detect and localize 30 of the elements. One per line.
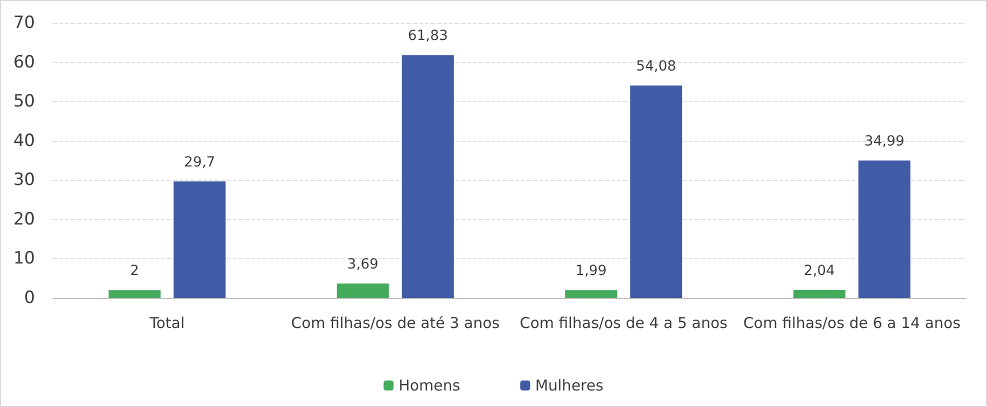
bar bbox=[793, 290, 846, 298]
y-tick-label: 50 bbox=[13, 92, 35, 112]
y-tick-label: 70 bbox=[13, 13, 35, 33]
data-label: 2,04 bbox=[804, 262, 836, 279]
bar bbox=[402, 55, 454, 298]
bar bbox=[630, 86, 682, 298]
data-label: 2 bbox=[130, 263, 140, 280]
data-label: 61,83 bbox=[408, 28, 448, 44]
y-tick-label: 10 bbox=[13, 248, 35, 269]
x-tick-label: Total bbox=[148, 314, 185, 332]
bar bbox=[108, 290, 161, 298]
y-tick-label: 20 bbox=[13, 209, 35, 230]
data-label: 54,08 bbox=[636, 58, 676, 75]
data-label: 34,99 bbox=[864, 134, 904, 150]
legend-label: Mulheres bbox=[535, 376, 604, 394]
y-tick-label: 30 bbox=[13, 170, 35, 190]
y-tick-label: 60 bbox=[13, 52, 35, 72]
y-tick-label: 40 bbox=[13, 130, 35, 151]
data-label: 3,69 bbox=[347, 256, 378, 273]
y-tick-label: 0 bbox=[24, 288, 35, 308]
data-label: 1,99 bbox=[576, 263, 607, 280]
bar bbox=[858, 160, 910, 298]
bar bbox=[565, 290, 618, 298]
bar bbox=[336, 284, 389, 298]
x-tick-label: Com filhas/os de 4 a 5 anos bbox=[520, 314, 728, 332]
x-tick-label: Com filhas/os de até 3 anos bbox=[291, 314, 500, 332]
legend-label: Homens bbox=[398, 376, 460, 394]
x-tick-label: Com filhas/os de 6 a 14 anos bbox=[743, 314, 961, 332]
bar bbox=[174, 181, 226, 298]
data-label: 29,7 bbox=[184, 154, 216, 170]
